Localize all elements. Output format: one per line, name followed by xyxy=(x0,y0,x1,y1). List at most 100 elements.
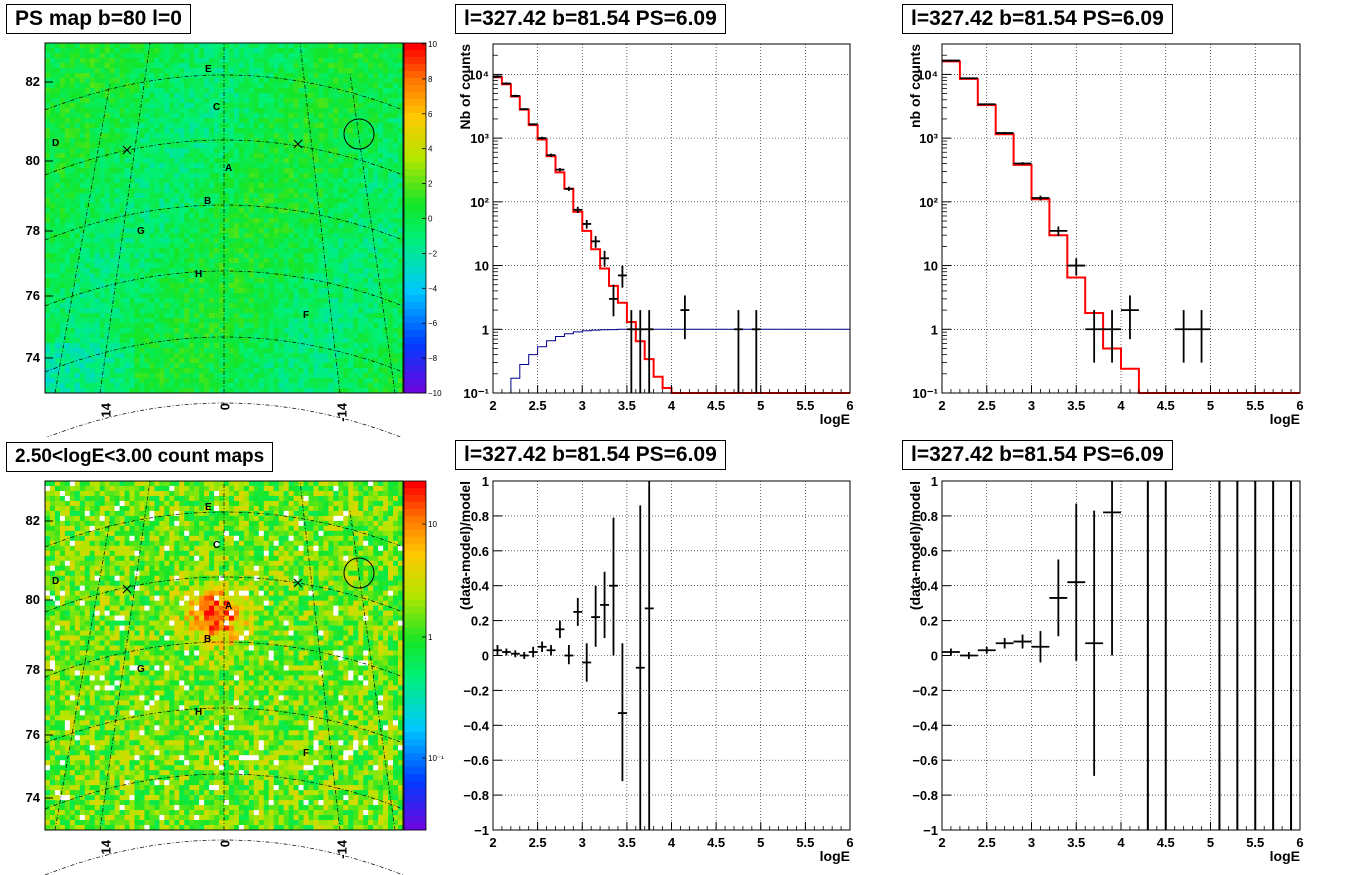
psmap-pixel xyxy=(268,68,275,74)
psmap-pixel xyxy=(99,328,105,334)
psmap-pixel xyxy=(303,58,309,64)
psmap-pixel xyxy=(333,343,339,349)
psmap-pixel xyxy=(353,163,359,169)
psmap-pixel xyxy=(268,158,275,164)
psmap-pixel xyxy=(333,203,339,209)
psmap-pixel xyxy=(343,113,349,119)
psmap-pixel xyxy=(303,263,309,269)
psmap-pixel xyxy=(214,328,220,334)
psmap-pixel xyxy=(139,118,145,124)
psmap-pixel xyxy=(49,53,56,59)
psmap-pixel xyxy=(64,63,71,69)
psmap-pixel xyxy=(233,373,240,379)
psmap-pixel xyxy=(353,308,359,314)
psmap-pixel xyxy=(134,238,140,244)
psmap-pixel xyxy=(209,323,215,329)
psmap-pixel xyxy=(278,323,284,329)
psmap-pixel xyxy=(214,343,220,349)
psmap-pixel xyxy=(228,143,235,149)
psmap-pixel xyxy=(79,163,86,169)
psmap-pixel xyxy=(64,43,71,49)
psmap-pixel xyxy=(179,338,185,344)
psmap-pixel xyxy=(84,353,91,359)
psmap-pixel xyxy=(398,238,404,244)
psmap-pixel xyxy=(54,83,61,89)
psmap-pixel xyxy=(169,123,175,129)
psmap-pixel xyxy=(134,73,140,79)
psmap-pixel xyxy=(323,253,329,259)
psmap-pixel xyxy=(313,223,319,229)
psmap-pixel xyxy=(129,338,135,344)
psmap-pixel xyxy=(268,293,275,299)
psmap-pixel xyxy=(134,248,140,254)
psmap-pixel xyxy=(159,268,165,274)
psmap-pixel xyxy=(189,293,195,299)
psmap-pixel xyxy=(258,158,265,164)
psmap-pixel xyxy=(164,163,170,169)
psmap-pixel xyxy=(303,73,309,79)
psmap-pixel xyxy=(124,63,130,69)
psmap-pixel xyxy=(199,58,205,64)
psmap-pixel xyxy=(308,128,314,134)
psmap-pixel xyxy=(313,88,319,94)
psmap-pixel xyxy=(348,153,354,159)
psmap-pixel xyxy=(283,123,289,129)
psmap-pixel xyxy=(194,263,200,269)
psmap-pixel xyxy=(333,243,339,249)
psmap-pixel xyxy=(189,248,195,254)
psmap-pixel xyxy=(238,248,245,254)
psmap-pixel xyxy=(353,348,359,354)
psmap-pixel xyxy=(164,173,170,179)
psmap-pixel xyxy=(94,228,100,234)
psmap-pixel xyxy=(89,308,96,314)
psmap-pixel xyxy=(69,108,76,114)
psmap-pixel xyxy=(94,268,100,274)
psmap-pixel xyxy=(288,108,294,114)
psmap-pixel xyxy=(228,258,235,264)
psmap-pixel xyxy=(348,358,354,364)
psmap-pixel xyxy=(288,353,294,359)
psmap-pixel xyxy=(373,183,379,189)
psmap-pixel xyxy=(238,53,245,59)
psmap-pixel xyxy=(144,383,150,389)
psmap-pixel xyxy=(228,383,235,389)
psmap-pixel xyxy=(194,93,200,99)
psmap-pixel xyxy=(238,348,245,354)
psmap-pixel xyxy=(313,188,319,194)
psmap-pixel xyxy=(328,268,334,274)
psmap-pixel xyxy=(45,388,51,394)
psmap-pixel xyxy=(84,368,91,374)
psmap-pixel xyxy=(318,373,324,379)
psmap-pixel xyxy=(333,168,339,174)
psmap-pixel xyxy=(104,313,110,319)
psmap-pixel xyxy=(363,158,369,164)
psmap-pixel xyxy=(373,128,379,134)
psmap-pixel xyxy=(209,273,215,279)
psmap-pixel xyxy=(169,343,175,349)
psmap-pixel xyxy=(154,68,160,74)
psmap-pixel xyxy=(54,338,61,344)
psmap-pixel xyxy=(124,268,130,274)
psmap-pixel xyxy=(233,303,240,309)
psmap-pixel xyxy=(54,318,61,324)
psmap-pixel xyxy=(328,213,334,219)
psmap-pixel xyxy=(288,268,294,274)
psmap-pixel xyxy=(144,158,150,164)
psmap-pixel xyxy=(79,348,86,354)
psmap-pixel xyxy=(248,58,255,64)
psmap-pixel xyxy=(393,353,399,359)
psmap-pixel xyxy=(393,253,399,259)
psmap-pixel xyxy=(154,198,160,204)
psmap-pixel xyxy=(368,348,374,354)
psmap-pixel xyxy=(308,318,314,324)
psmap-pixel xyxy=(293,298,299,304)
psmap-pixel xyxy=(388,368,394,374)
psmap-pixel xyxy=(363,233,369,239)
psmap-pixel xyxy=(69,208,76,214)
psmap-pixel xyxy=(139,143,145,149)
psmap-pixel xyxy=(373,283,379,289)
psmap-pixel xyxy=(238,283,245,289)
psmap-pixel xyxy=(174,283,180,289)
psmap-pixel xyxy=(54,243,61,249)
psmap-pixel xyxy=(54,123,61,129)
